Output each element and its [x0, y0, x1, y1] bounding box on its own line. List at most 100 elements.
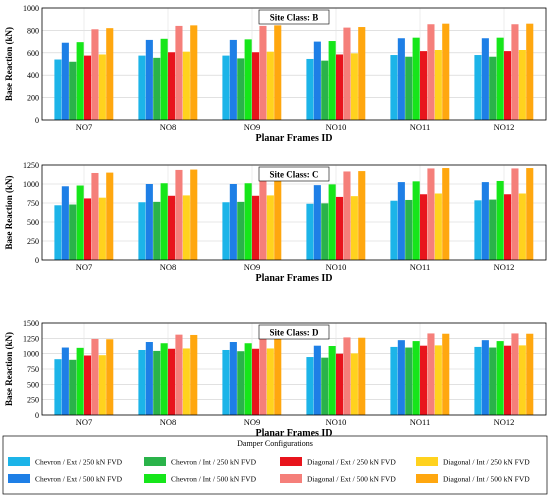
bar [244, 39, 252, 120]
y-axis-label: Base Reaction (kN) [4, 27, 14, 101]
legend-label: Chevron / Ext / 500 kN FVD [35, 475, 123, 484]
bar [313, 185, 321, 260]
bar [54, 205, 62, 260]
y-tick-label: 1500 [23, 319, 39, 328]
legend-item: Diagonal / Int / 500 kN FVD [416, 474, 530, 484]
y-tick-label: 600 [27, 49, 39, 58]
y-tick-label: 1250 [23, 161, 39, 170]
y-tick-label: 250 [27, 237, 39, 246]
bar [518, 193, 526, 260]
bar [427, 168, 435, 260]
bar [526, 23, 534, 120]
bar [321, 203, 329, 260]
y-tick-label: 400 [27, 71, 39, 80]
chart-panel: 0 250 500 750 1000 1250 NO7 NO8 NO9 NO10 NO11 NO12 S… [4, 161, 547, 284]
bar [511, 168, 519, 260]
bar [76, 185, 84, 260]
bar [420, 345, 428, 415]
bar [266, 348, 274, 415]
bar [397, 182, 405, 260]
x-tick-label: NO8 [160, 417, 177, 427]
bar [504, 345, 512, 415]
bar [153, 201, 161, 260]
bar [397, 340, 405, 415]
y-tick-label: 250 [27, 396, 39, 405]
x-tick-label: NO7 [76, 417, 93, 427]
bar [390, 200, 398, 260]
bar [328, 184, 336, 260]
bar [182, 195, 190, 260]
x-tick-label: NO10 [326, 122, 347, 132]
y-tick-label: 1000 [23, 4, 39, 13]
bar [237, 351, 245, 415]
bar [405, 56, 413, 120]
bar [190, 334, 198, 415]
bar [138, 202, 146, 260]
x-axis-label: Planar Frames ID [255, 428, 332, 439]
y-tick-label: 0 [35, 411, 39, 420]
bar [358, 27, 366, 120]
legend-label: Diagonal / Int / 500 kN FVD [443, 475, 530, 484]
legend-title: Damper Configurations [237, 439, 313, 448]
bar [229, 342, 237, 415]
chart-title: Site Class: D [270, 328, 319, 338]
legend-swatch [416, 474, 438, 483]
y-tick-label: 750 [27, 365, 39, 374]
bar [98, 355, 106, 415]
plot-area [42, 8, 546, 120]
bar [481, 38, 489, 120]
bar [412, 341, 420, 415]
x-tick-label: NO10 [326, 417, 347, 427]
x-tick-label: NO12 [494, 122, 515, 132]
x-tick-label: NO9 [244, 122, 261, 132]
legend-item: Diagonal / Int / 250 kN FVD [416, 457, 530, 467]
bar [442, 168, 450, 260]
bar [350, 353, 358, 415]
bar [76, 347, 84, 415]
bar [489, 56, 497, 120]
plot-frame [41, 164, 547, 261]
bar [442, 23, 450, 120]
bar [313, 345, 321, 415]
bar [175, 334, 183, 415]
bar [343, 171, 351, 260]
x-tick-label: NO7 [76, 122, 93, 132]
bar [84, 355, 92, 415]
bar [412, 181, 420, 260]
bar [190, 25, 198, 120]
bar [343, 27, 351, 121]
bar [313, 41, 321, 120]
bar [350, 53, 358, 120]
bar [237, 201, 245, 260]
bar [489, 199, 497, 260]
chart-panel: 0 200 400 600 800 1000 NO7 NO8 NO9 NO10 NO11 NO12 Si… [4, 4, 547, 144]
bar [91, 29, 99, 121]
bar [69, 359, 77, 415]
chart-panel: 0 250 500 750 1000 1250 1500 NO7 NO8 NO9 NO10 NO11 N… [4, 319, 547, 439]
bar [328, 346, 336, 415]
bar [175, 169, 183, 260]
plot-frame [41, 7, 547, 121]
bar [496, 37, 504, 120]
x-tick-label: NO11 [410, 262, 430, 272]
chart-title-box [258, 324, 330, 340]
y-tick-label: 500 [27, 380, 39, 389]
legend-swatch [280, 474, 302, 483]
bar [306, 58, 314, 120]
bar [434, 193, 442, 260]
bar [412, 37, 420, 120]
x-tick-label: NO7 [76, 262, 93, 272]
bar [145, 184, 153, 260]
bar [266, 195, 274, 260]
bar [244, 343, 252, 415]
x-tick-label: NO12 [494, 262, 515, 272]
legend-item: Diagonal / Ext / 500 kN FVD [280, 474, 396, 484]
bar [306, 357, 314, 415]
bar [91, 338, 99, 415]
legend-swatch [8, 457, 30, 466]
legend-swatch [280, 457, 302, 466]
bar [328, 41, 336, 120]
x-axis-label: Planar Frames ID [255, 273, 332, 284]
bar [138, 349, 146, 415]
x-tick-label: NO12 [494, 417, 515, 427]
